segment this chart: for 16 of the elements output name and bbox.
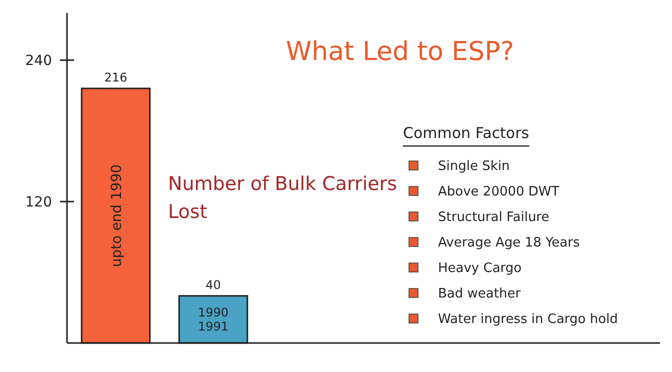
y-tick-label: 120 <box>25 194 52 211</box>
text: Heavy Cargo <box>438 261 522 276</box>
text: Water ingress in Cargo hold <box>438 312 618 327</box>
text: Bad weather <box>438 286 522 302</box>
text: What Led to ESP? <box>286 37 514 67</box>
x-tick-label: 1990 1991 <box>198 305 229 334</box>
data-label: 216 <box>104 70 128 84</box>
annotation: Number of Bulk Carriers Lost <box>168 173 397 223</box>
x-tick-label: upto end 1990 <box>108 164 125 268</box>
data-label: 40 <box>206 278 221 292</box>
text: Above 20000 DWT <box>438 184 560 200</box>
text: Average Age 18 Years <box>438 236 580 250</box>
y-tick-label: 240 <box>25 53 52 70</box>
text: Common Factors <box>403 124 530 142</box>
text: Structural Failure <box>438 210 550 225</box>
text: Single Skin <box>438 159 510 174</box>
